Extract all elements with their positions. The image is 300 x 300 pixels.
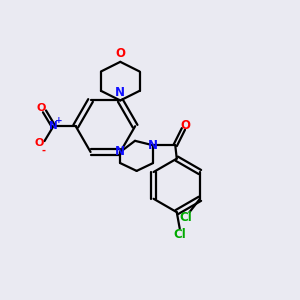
Text: O: O	[115, 47, 125, 60]
Text: N: N	[115, 146, 125, 158]
Text: N: N	[49, 121, 58, 131]
Text: O: O	[34, 138, 44, 148]
Text: +: +	[55, 116, 62, 125]
Text: O: O	[180, 119, 190, 133]
Text: Cl: Cl	[173, 228, 186, 241]
Text: O: O	[36, 103, 46, 113]
Text: -: -	[42, 146, 46, 156]
Text: N: N	[115, 86, 125, 99]
Text: N: N	[148, 139, 158, 152]
Text: Cl: Cl	[179, 211, 192, 224]
